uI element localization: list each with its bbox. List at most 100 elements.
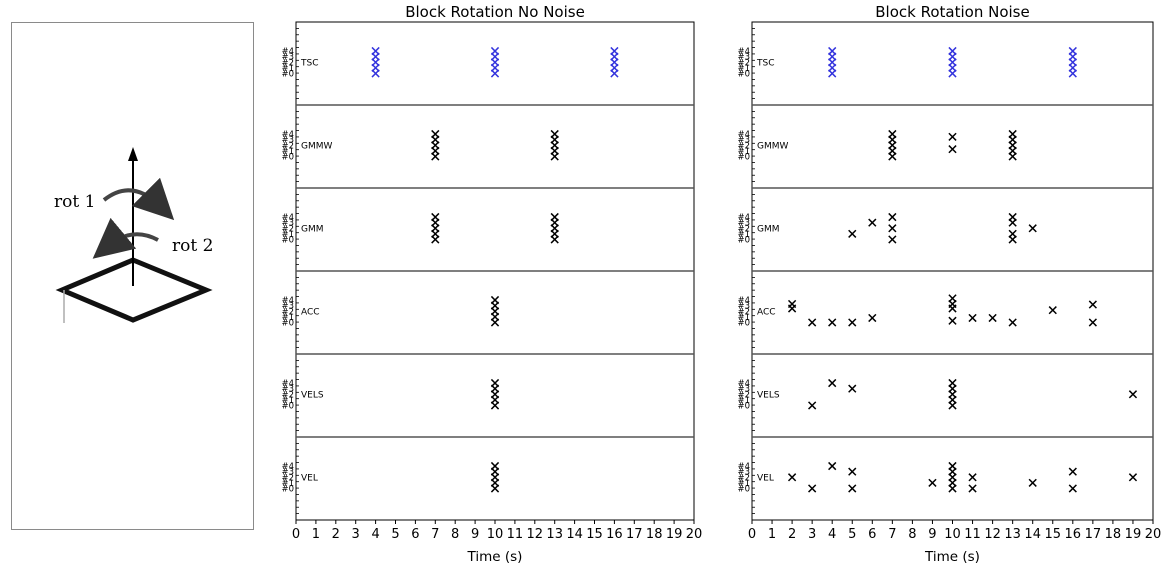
data-point-gmm — [1028, 224, 1037, 233]
data-point-vels — [1128, 390, 1138, 399]
data-point-vel — [848, 484, 857, 493]
x-tick-label: 20 — [686, 527, 703, 542]
data-point-gmmw — [948, 145, 957, 154]
x-tick-label: 6 — [868, 527, 876, 542]
sub-ytick-label: #4 — [281, 47, 294, 57]
x-tick-label: 17 — [626, 527, 643, 542]
sub-ytick-label: #4 — [737, 296, 750, 306]
x-tick-label: 12 — [984, 527, 1001, 542]
data-point-gmm — [848, 229, 857, 238]
rotation-axis-arrowhead — [128, 147, 138, 161]
data-point-vel — [968, 484, 977, 493]
chart-title: Block Rotation No Noise — [405, 3, 585, 21]
x-tick-label: 8 — [908, 527, 916, 542]
data-point-acc — [968, 313, 977, 323]
data-point-gmm — [888, 224, 897, 233]
sub-ytick-label: #0 — [737, 484, 750, 494]
data-point-vel — [1128, 473, 1138, 482]
rot1-label: rot 1 — [54, 192, 95, 212]
series-label-gmmw: GMMW — [757, 141, 789, 151]
data-point-vel — [1068, 484, 1077, 493]
x-tick-label: 12 — [527, 527, 544, 542]
sub-ytick-label: #1 — [737, 64, 750, 74]
sub-ytick-label: #0 — [281, 152, 294, 162]
sub-ytick-label: #1 — [737, 147, 750, 157]
sub-ytick-label: #2 — [737, 390, 750, 400]
data-point-acc — [948, 316, 957, 325]
data-point-acc — [988, 313, 997, 323]
sub-ytick-label: #0 — [737, 235, 750, 245]
data-point-gmmw — [550, 129, 559, 139]
sub-ytick-label: #0 — [737, 152, 750, 162]
sub-ytick-label: #2 — [281, 390, 294, 400]
series-label-gmm: GMM — [757, 224, 780, 234]
chart-title: Block Rotation Noise — [875, 3, 1029, 21]
sub-ytick-label: #2 — [737, 473, 750, 483]
sub-ytick-label: #1 — [737, 313, 750, 323]
x-tick-label: 19 — [666, 527, 683, 542]
sub-ytick-label: #0 — [737, 69, 750, 79]
sub-ytick-label: #4 — [281, 130, 294, 140]
x-tick-label: 0 — [748, 527, 756, 542]
x-tick-label: 11 — [507, 527, 524, 542]
data-point-vel — [968, 473, 977, 482]
series-label-gmmw: GMMW — [301, 141, 333, 151]
sub-ytick-label: #1 — [281, 479, 294, 489]
sub-ytick-label: #2 — [737, 141, 750, 151]
sub-ytick-label: #3 — [281, 468, 294, 478]
sub-ytick-label: #2 — [281, 307, 294, 317]
x-tick-label: 6 — [411, 527, 419, 542]
sub-ytick-label: #4 — [281, 379, 294, 389]
sub-ytick-label: #4 — [281, 213, 294, 223]
sub-ytick-label: #0 — [281, 484, 294, 494]
x-tick-label: 0 — [292, 527, 300, 542]
x-tick-label: 2 — [332, 527, 340, 542]
data-point-vel — [1028, 478, 1037, 487]
x-tick-label: 4 — [371, 527, 379, 542]
sub-ytick-label: #1 — [737, 479, 750, 489]
x-tick-label: 9 — [928, 527, 936, 542]
data-point-gmmw — [888, 129, 897, 139]
sub-ytick-label: #3 — [737, 385, 750, 395]
data-point-acc — [1008, 318, 1017, 327]
sub-ytick-label: #0 — [737, 401, 750, 411]
data-point-vels — [848, 384, 857, 393]
sub-ytick-label: #2 — [737, 224, 750, 234]
x-tick-label: 16 — [1065, 527, 1082, 542]
sub-ytick-label: #1 — [281, 64, 294, 74]
series-label-acc: ACC — [301, 307, 320, 317]
x-tick-label: 18 — [1105, 527, 1122, 542]
series-label-vel: VEL — [301, 473, 318, 483]
rotation-diagram: rot 1 rot 2 — [54, 147, 213, 323]
sub-ytick-label: #4 — [737, 462, 750, 472]
sub-ytick-label: #4 — [281, 462, 294, 472]
sub-ytick-label: #0 — [281, 401, 294, 411]
sub-ytick-label: #3 — [281, 385, 294, 395]
sub-ytick-label: #3 — [737, 53, 750, 63]
data-point-acc — [490, 295, 500, 305]
x-tick-label: 10 — [944, 527, 961, 542]
x-tick-label: 15 — [586, 527, 603, 542]
data-point-acc — [1088, 318, 1097, 327]
data-point-gmmw — [948, 132, 957, 141]
sub-ytick-label: #3 — [281, 53, 294, 63]
rotation-diagram-panel: rot 1 rot 2 — [11, 22, 254, 530]
data-point-gmm — [888, 235, 897, 244]
sub-ytick-label: #2 — [737, 307, 750, 317]
sub-ytick-label: #3 — [737, 468, 750, 478]
x-tick-label: 7 — [888, 527, 896, 542]
data-point-acc — [1088, 300, 1097, 309]
data-point-gmmw — [1008, 129, 1017, 139]
series-label-tsc: TSC — [300, 58, 319, 68]
data-point-acc — [828, 318, 837, 327]
data-point-vel — [1068, 467, 1077, 476]
sub-ytick-label: #4 — [737, 379, 750, 389]
x-axis-label: Time (s) — [924, 549, 980, 565]
series-label-gmm: GMM — [301, 224, 324, 234]
sub-ytick-label: #1 — [281, 147, 294, 157]
x-tick-label: 10 — [487, 527, 504, 542]
rot1-arrow — [102, 177, 175, 221]
sub-ytick-label: #1 — [737, 396, 750, 406]
x-tick-label: 3 — [352, 527, 360, 542]
x-tick-label: 5 — [848, 527, 856, 542]
